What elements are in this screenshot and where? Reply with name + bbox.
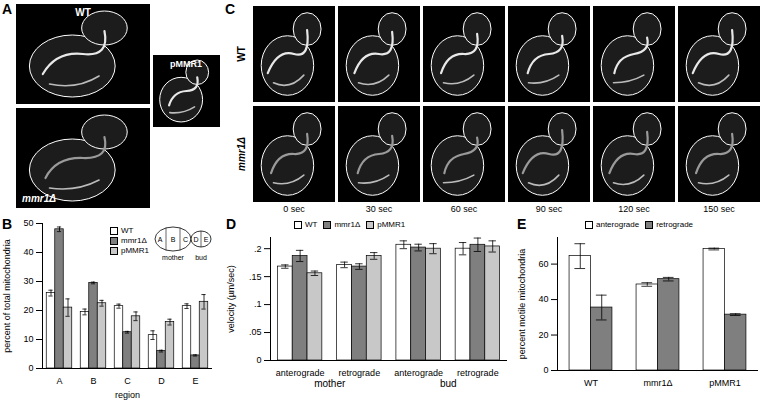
svg-text:40: 40 (538, 294, 548, 304)
svg-text:mother: mother (314, 378, 346, 389)
svg-text:60 sec: 60 sec (451, 204, 478, 214)
svg-text:120 sec: 120 sec (618, 204, 650, 214)
svg-text:.05: .05 (249, 327, 262, 337)
html-text:E: E (517, 216, 527, 232)
svg-text:percent of total mitochondria: percent of total mitochondria (2, 239, 12, 353)
html-text:WT: WT (121, 226, 134, 235)
svg-text:0: 0 (543, 365, 548, 375)
html-text:pMMR1: pMMR1 (121, 246, 149, 255)
svg-text:bud: bud (195, 254, 207, 261)
svg-text:bud: bud (440, 378, 457, 389)
html-text:anterograde: anterograde (596, 220, 640, 229)
svg-text:40: 40 (23, 247, 33, 257)
svg-text:retrograde: retrograde (457, 368, 499, 378)
svg-text:mmr1Δ: mmr1Δ (236, 137, 247, 171)
svg-text:D: D (158, 376, 165, 386)
svg-text:0 sec: 0 sec (283, 204, 305, 214)
svg-text:region: region (115, 390, 140, 400)
svg-text:C: C (124, 376, 131, 386)
svg-text:20: 20 (538, 330, 548, 340)
svg-text:0: 0 (256, 355, 261, 365)
svg-text:0: 0 (28, 363, 33, 373)
svg-text:50: 50 (23, 218, 33, 228)
html-text:D: D (226, 216, 237, 232)
html-text:pMMR1: pMMR1 (377, 220, 406, 229)
svg-text:WT: WT (584, 378, 598, 388)
html-text:WT: WT (305, 220, 318, 229)
svg-text:pMMR1: pMMR1 (170, 59, 202, 69)
html-text:mmr1Δ: mmr1Δ (334, 220, 361, 229)
html-text:B: B (2, 216, 13, 232)
svg-text:velocity (µm/sec): velocity (µm/sec) (226, 265, 236, 333)
svg-text:60: 60 (538, 259, 548, 269)
svg-text:pMMR1: pMMR1 (709, 378, 741, 388)
svg-text:percent motile mitochondria: percent motile mitochondria (517, 249, 527, 360)
svg-text:WT: WT (236, 46, 247, 62)
svg-text:anterograde: anterograde (394, 368, 443, 378)
svg-text:90 sec: 90 sec (536, 204, 563, 214)
svg-text:.2: .2 (254, 244, 262, 254)
svg-text:D: D (193, 236, 198, 243)
html-text:C: C (225, 1, 236, 17)
html-text:retrograde: retrograde (656, 220, 694, 229)
html-text:mmr1Δ: mmr1Δ (121, 236, 147, 245)
svg-text:B: B (171, 236, 176, 243)
svg-text:C: C (183, 236, 188, 243)
svg-text:30 sec: 30 sec (366, 204, 393, 214)
svg-text:10: 10 (23, 334, 33, 344)
svg-text:E: E (204, 236, 209, 243)
svg-text:20: 20 (23, 305, 33, 315)
svg-text:.15: .15 (249, 272, 262, 282)
svg-text:E: E (192, 376, 198, 386)
svg-text:A: A (158, 236, 163, 243)
svg-text:mother: mother (162, 254, 184, 261)
html-text:A: A (2, 1, 13, 17)
svg-text:B: B (90, 376, 96, 386)
svg-text:.1: .1 (254, 299, 262, 309)
svg-text:retrograde: retrograde (339, 368, 381, 378)
svg-text:mmr1Δ: mmr1Δ (22, 193, 56, 204)
svg-text:WT: WT (75, 7, 91, 18)
svg-text:150 sec: 150 sec (703, 204, 735, 214)
svg-text:mmr1Δ: mmr1Δ (643, 378, 672, 388)
svg-text:30: 30 (23, 276, 33, 286)
svg-text:A: A (56, 376, 62, 386)
svg-text:anterograde: anterograde (276, 368, 325, 378)
